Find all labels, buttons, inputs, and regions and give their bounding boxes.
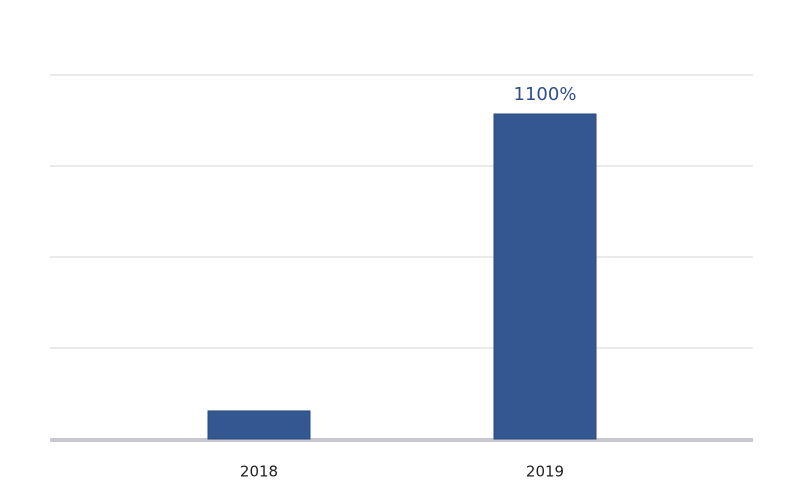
bar [493,113,597,440]
bar [207,410,311,440]
x-tick-label: 2018 [240,463,278,481]
x-tick-label: 2019 [526,463,564,481]
value-label: 1100% [514,84,577,105]
